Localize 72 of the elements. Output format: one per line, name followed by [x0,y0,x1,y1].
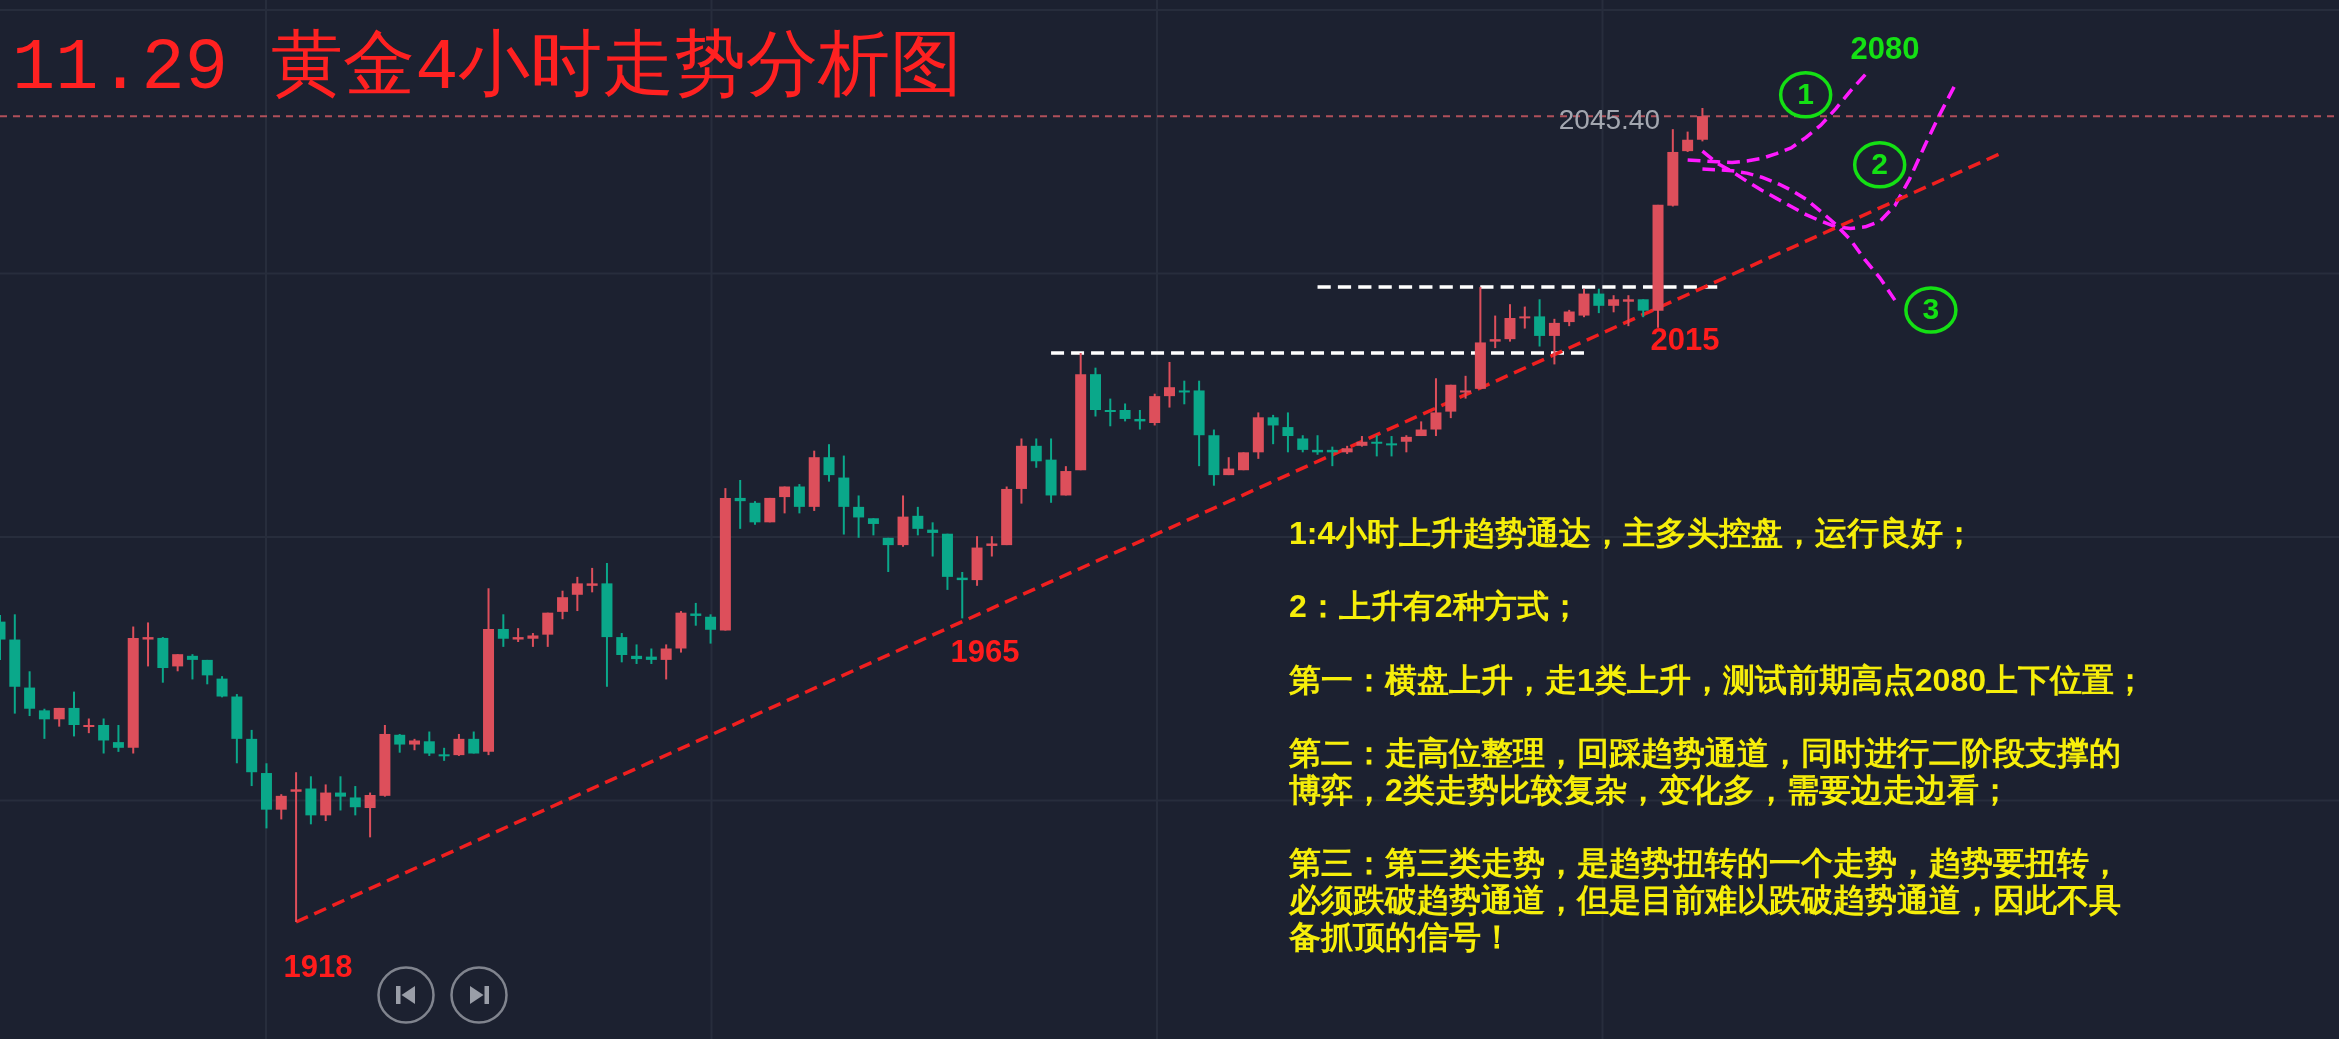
candlestick [571,575,583,613]
candlestick [793,483,805,515]
candlestick [1504,303,1516,343]
candlestick [112,724,124,753]
chart-title: 11.29 黄金4小时走势分析图 [12,28,963,110]
annotation: 第一：横盘上升，走1类上升，测试前期高点2080上下位置； [1288,661,2146,698]
annotation: 2：上升有2种方式； [1289,588,1581,625]
candlestick [290,771,302,923]
candlestick [423,730,435,757]
annotation: 1965 [950,633,1020,669]
text: 2080 [1850,30,1920,66]
candlestick [823,443,835,483]
candlestick [705,613,717,645]
candlestick [690,601,702,627]
candlestick [882,536,894,573]
series-label: 3 [1922,292,1940,326]
candlestick [275,793,287,821]
candlestick [1460,374,1472,400]
candlestick [779,485,791,515]
candlestick [201,658,213,686]
candlestick [334,775,346,812]
candlestick [1104,397,1116,428]
candlestick [24,670,36,718]
candlestick [1548,317,1560,366]
candlestick [1682,130,1694,153]
candlestick [1178,379,1190,406]
candlestick [364,791,376,839]
candlestick [1430,377,1442,438]
candlestick [98,717,110,755]
candlestick [927,521,939,558]
candlestick [1696,107,1708,143]
candlestick [1519,305,1531,330]
candlestick [186,653,198,681]
candlestick [142,621,154,668]
candlestick [1282,411,1294,454]
series-label: 1 [1797,77,1815,111]
candlestick [616,632,628,664]
candlestick [468,730,480,755]
candlestick [734,479,746,530]
candlestick [986,535,998,558]
candlestick [1534,298,1546,348]
candlestick [349,785,361,817]
annotation: 第三：第三类走势，是趋势扭转的一个走势，趋势要扭转，必须跌破趋势通道，但是目前难以跌破趋势通道，因此不具备抓顶的信号！ [1288,845,2121,955]
text: 1918 [283,948,353,984]
candlestick [853,494,865,539]
candlestick [660,643,672,681]
candlestick [1593,287,1605,315]
candlestick [1030,437,1042,469]
candlestick [453,732,465,757]
candlestick [1267,413,1279,446]
candlestick [38,707,50,740]
candlestick [749,500,761,526]
candlestick [542,611,554,648]
candlestick [497,613,509,648]
candlestick [912,505,924,537]
candlestick [1371,434,1383,458]
candlestick [1164,360,1175,409]
candlestick [586,566,598,594]
annotation: 2045.40 [1558,103,1660,135]
candlestick [394,732,406,754]
candlestick [1489,314,1501,350]
annotation: 第二：走高位整理，回踩趋势通道，同时进行二阶段支撑的博弈，2类走势比较复杂，变化多，需要边走边看； [1288,735,2121,808]
annotation: 2015 [1650,321,1720,357]
series-label: 2 [1871,147,1889,181]
candlestick [1622,294,1634,328]
annotation: 1:4小时上升趋势通达，主多头控盘，运行良好； [1289,514,1976,551]
candlestick [1386,435,1398,458]
candlestick [557,589,569,621]
candlestick [320,783,332,823]
candlestick [68,690,80,738]
candlestick [631,643,643,665]
candlestick [1578,287,1590,319]
